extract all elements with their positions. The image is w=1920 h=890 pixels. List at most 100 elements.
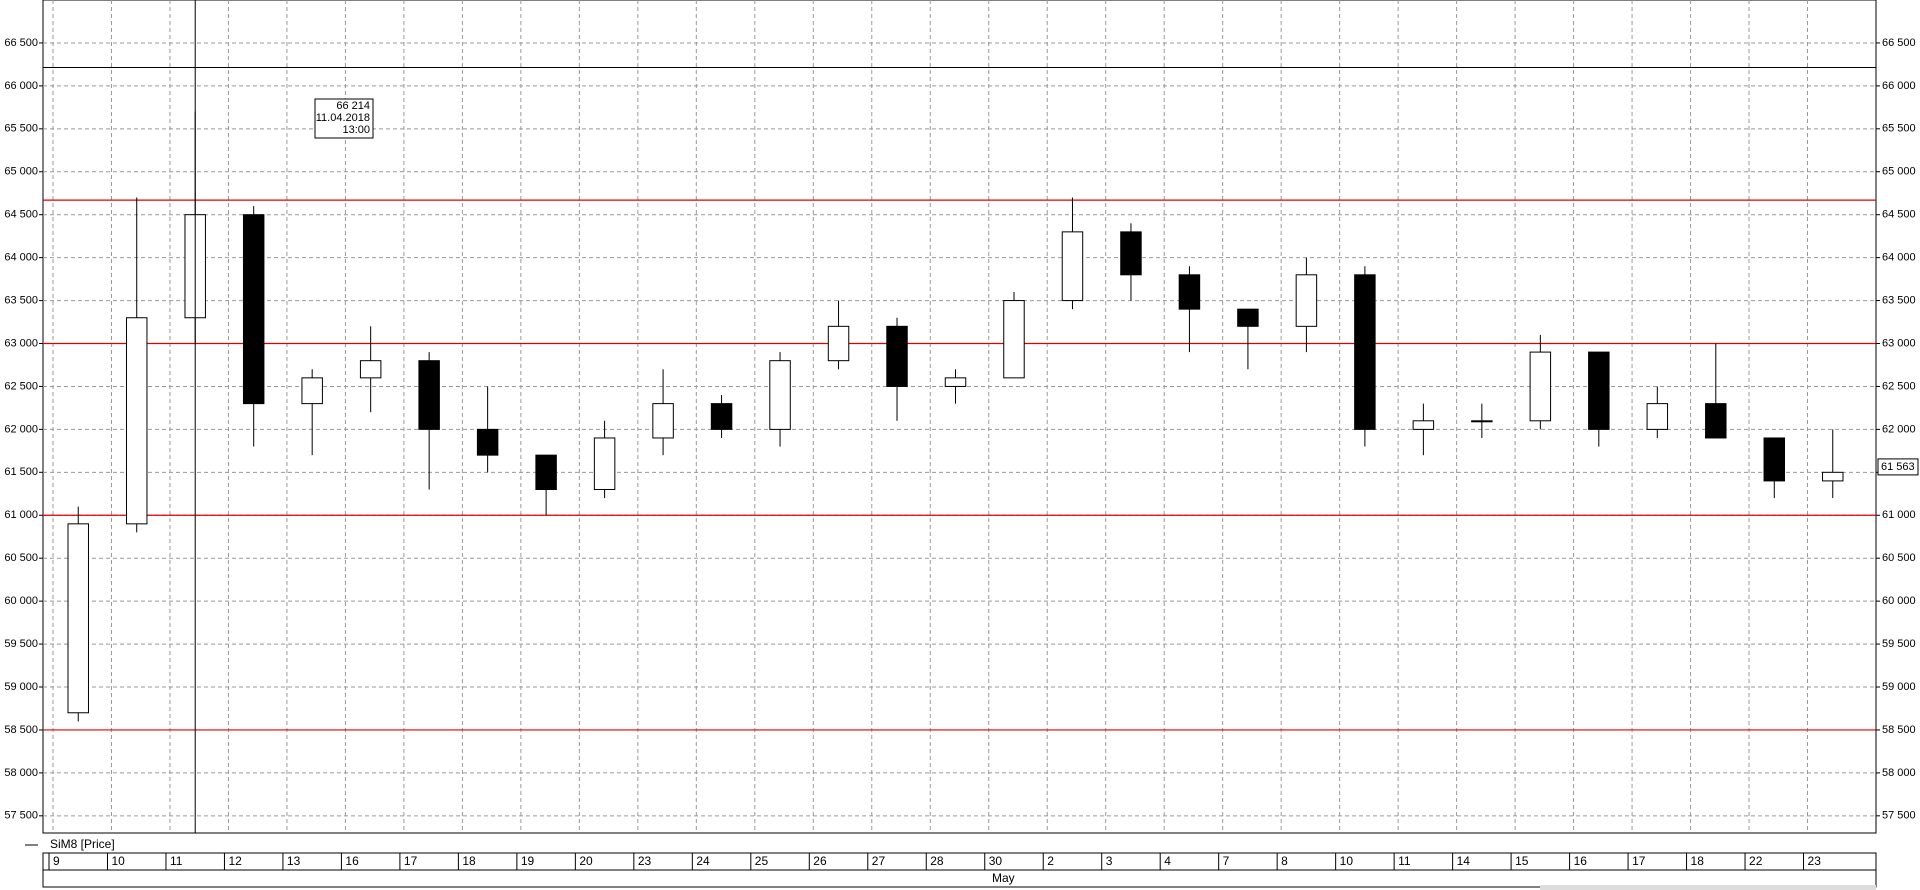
x-tick-label: 22 (1749, 854, 1763, 868)
candle-body (1705, 403, 1727, 439)
candle-body (710, 403, 733, 430)
x-tick-label: 23 (1808, 854, 1822, 868)
candle-body (1529, 351, 1552, 422)
candle-body (242, 214, 265, 405)
y-tick-label: 59 000 (4, 681, 38, 693)
candle-body (652, 403, 674, 439)
candle-body (944, 377, 967, 387)
tooltip-time: 13:00 (342, 124, 370, 136)
y-tick-label: 59 000 (1882, 681, 1916, 693)
candle-body (1295, 274, 1318, 327)
candle-body (125, 317, 148, 525)
y-tick-label: 62 000 (4, 423, 38, 435)
y-tick-label: 62 500 (1882, 380, 1916, 392)
x-tick-label: 10 (1340, 854, 1354, 868)
y-tick-label: 65 000 (4, 166, 38, 178)
y-tick-label: 63 000 (4, 337, 38, 349)
y-tick-label: 63 000 (1882, 337, 1916, 349)
x-tick-label: 7 (1223, 854, 1230, 868)
candle-body (359, 360, 382, 379)
candle-body (1003, 300, 1025, 379)
x-tick-label: 24 (696, 854, 710, 868)
candle-body (827, 325, 850, 362)
x-tick-label: 2 (1047, 854, 1054, 868)
y-tick-label: 60 000 (4, 595, 38, 607)
candle-body (535, 454, 557, 490)
candle-body (418, 360, 440, 430)
tooltip-box (314, 98, 374, 139)
y-tick-label: 61 000 (4, 509, 38, 521)
plot-frame (42, 0, 1877, 834)
tooltip-date: 11.04.2018 (316, 112, 370, 124)
y-tick-label: 66 000 (4, 80, 38, 92)
x-tick-label: 18 (462, 854, 476, 868)
candle-body (301, 377, 323, 405)
candle-body (769, 360, 791, 430)
y-tick-label: 65 000 (1882, 166, 1916, 178)
candle-body (1763, 437, 1786, 482)
y-tick-label: 66 500 (1882, 37, 1916, 49)
y-tick-label: 60 500 (4, 552, 38, 564)
x-tick-label: 8 (1281, 854, 1288, 868)
y-tick-label: 64 500 (1882, 209, 1916, 221)
x-tick-label: 19 (521, 854, 535, 868)
y-tick-label: 59 500 (4, 638, 38, 650)
x-tick-label: 23 (638, 854, 652, 868)
x-tick-label: 15 (1515, 854, 1529, 868)
x-tick-label: 11 (1398, 854, 1411, 868)
x-tick-label: 9 (53, 854, 60, 868)
month-label: May (992, 871, 1015, 885)
x-tick-label: 10 (111, 854, 125, 868)
x-tick-label: 16 (1574, 854, 1588, 868)
y-tick-label: 57 500 (4, 810, 38, 822)
candle-body (1237, 308, 1259, 327)
x-tick-label: 28 (930, 854, 944, 868)
y-tick-label: 64 000 (4, 252, 38, 264)
x-tick-label: 18 (1691, 854, 1705, 868)
y-tick-label: 64 500 (4, 209, 38, 221)
x-tick-label: 12 (228, 854, 242, 868)
candle-body (1178, 274, 1201, 310)
x-tick-label: 20 (579, 854, 593, 868)
y-tick-label: 57 500 (1882, 810, 1916, 822)
y-tick-label: 61 500 (4, 466, 38, 478)
y-tick-label: 62 500 (4, 380, 38, 392)
x-tick-label: 4 (1164, 854, 1171, 868)
x-tick-label: 14 (1457, 854, 1471, 868)
candle-body (1412, 420, 1435, 430)
y-tick-label: 58 000 (4, 767, 38, 779)
x-tick-label: 11 (170, 854, 183, 868)
candle-body (1822, 471, 1844, 482)
y-tick-label: 60 500 (1882, 552, 1916, 564)
y-tick-label: 64 000 (1882, 252, 1916, 264)
last-price-label: 61 563 (1881, 461, 1915, 473)
candle-body (67, 523, 89, 714)
y-tick-label: 65 500 (1882, 123, 1916, 135)
y-tick-label: 63 500 (4, 294, 38, 306)
y-tick-label: 62 000 (1882, 423, 1916, 435)
x-tick-label: 17 (404, 854, 418, 868)
y-tick-label: 66 500 (4, 37, 38, 49)
x-tick-label: 17 (1632, 854, 1646, 868)
x-tick-label: 26 (813, 854, 827, 868)
candle-body (593, 437, 616, 490)
candle-body (1471, 420, 1493, 423)
y-tick-label: 58 500 (1882, 724, 1916, 736)
x-tick-label: 25 (755, 854, 769, 868)
x-tick-label: 30 (989, 854, 1003, 868)
y-tick-label: 59 500 (1882, 638, 1916, 650)
legend-label: SiM8 [Price] (50, 837, 115, 851)
candle-body (886, 325, 908, 387)
x-tick-label: 16 (345, 854, 359, 868)
y-tick-label: 58 500 (4, 724, 38, 736)
y-tick-label: 63 500 (1882, 294, 1916, 306)
scrollbar[interactable] (1540, 885, 1876, 890)
tooltip-value: 66 214 (336, 100, 370, 112)
y-tick-label: 66 000 (1882, 80, 1916, 92)
candle-body (1120, 231, 1142, 276)
x-tick-label: 27 (872, 854, 886, 868)
candle-body (1061, 231, 1084, 302)
y-tick-label: 61 000 (1882, 509, 1916, 521)
y-tick-label: 58 000 (1882, 767, 1916, 779)
